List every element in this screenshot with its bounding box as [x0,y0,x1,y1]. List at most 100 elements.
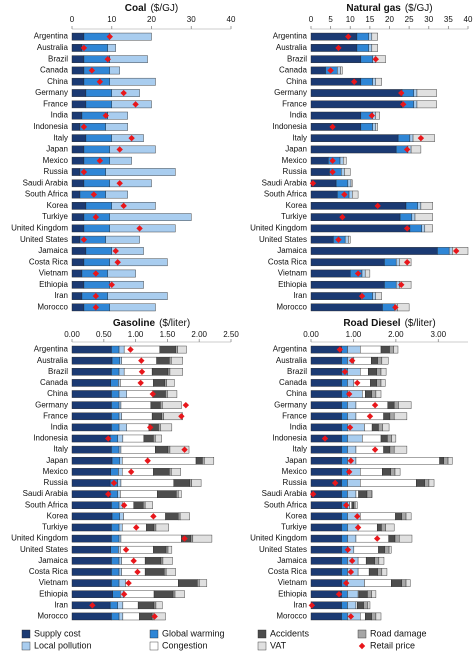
retail-price-marker [350,78,358,85]
category-label: Korea [286,201,308,210]
category-label: Morocco [276,302,307,311]
bar-segment [344,168,351,176]
bar-segment [384,545,390,554]
bar-segment [165,545,169,554]
retail-price-marker [347,613,355,620]
retail-price-marker [147,424,154,431]
category-label: Morocco [276,612,307,621]
bar-segment [310,601,342,610]
x-tick-label: 0 [309,15,314,24]
bar-segment [111,368,120,376]
bar-segment [126,423,150,432]
bar-segment [375,111,380,120]
bar-segment [347,401,357,409]
bar-segment [310,457,342,465]
legend-label: Retail price [370,640,415,650]
bar-segment [337,66,341,75]
retail-price-marker [120,502,128,509]
bar-segment [71,258,85,267]
bar-segment [452,247,469,255]
retail-price-marker [329,168,336,176]
bar-segment [71,590,113,598]
category-label: China [286,77,307,86]
retail-price-marker [335,44,342,52]
retail-price-marker [105,490,112,498]
bar-segment [398,401,412,409]
bar-segment [110,379,119,387]
bar-segment [71,612,112,621]
retail-price-marker [130,557,137,565]
bar-segment [169,445,190,454]
category-label: China [47,77,68,86]
bar-segment [71,247,87,255]
bar-segment [160,423,173,432]
category-label: Russia [44,167,69,176]
bar-segment [364,579,392,587]
category-label: Brazil [287,367,307,376]
bar-segment [372,292,376,300]
retail-price-marker [339,213,346,221]
bar-segment [347,345,361,354]
bar-segment [416,89,437,97]
bar-segment [71,123,81,131]
bar-segment [341,434,348,443]
bar-segment [166,379,175,387]
x-tick-label: 20 [147,15,156,24]
category-label: Germany [274,88,307,97]
bar-segment [347,368,361,376]
retail-price-marker [128,134,135,142]
bar-segment [71,501,112,509]
bar-segment [360,368,369,376]
retail-price-marker [92,270,100,277]
category-label: Saudi Arabia [23,178,69,187]
bar-segment [71,557,112,565]
bar-segment [71,368,112,376]
panel-title: Natural gas ($/GJ) [346,3,432,14]
x-tick-label: 2.50 [223,330,239,339]
bar-segment [360,512,396,521]
bar-segment [360,479,417,487]
retail-price-marker [358,292,366,300]
bar-segment [109,156,132,165]
bar-segment [310,235,334,244]
x-tick-label: 2.00 [388,330,404,339]
bar-segment [118,557,122,565]
legend-symbol [257,641,267,651]
retail-price-marker [371,401,379,409]
bar-segment [341,534,348,543]
bar-segment [355,457,440,465]
retail-price-marker [138,357,145,364]
category-label: Morocco [37,302,68,311]
category-label: Morocco [37,612,68,621]
bar-segment [178,490,182,498]
bar-segment [164,568,167,576]
bar-segment [146,523,155,532]
bar-segment [118,534,122,543]
retail-price-marker [108,281,115,288]
bar-segment [416,100,437,109]
bar-segment [371,490,373,498]
legend-symbol [358,642,366,650]
retail-price-marker [150,513,157,520]
title-unit: ($/liter) [405,318,436,329]
bar-segment [310,379,342,387]
bar-segment [111,100,152,109]
bar-segment [414,213,433,221]
bar-segment [160,557,164,565]
retail-price-marker [366,413,374,420]
bar-segment [71,111,83,120]
series-group: Local pollution [105,32,192,312]
x-tick-label: 5 [328,15,333,24]
bar-segment [310,123,362,131]
bar-segment [413,100,418,109]
bar-segment [120,490,158,498]
bar-segment [144,501,153,509]
x-tick-label: 1.00 [128,330,144,339]
bar-segment [443,457,449,465]
category-label: Iran [54,600,68,609]
bar-segment [118,612,124,621]
bar-segment [380,345,390,354]
bar-segment [310,468,342,476]
bar-segment [370,379,377,387]
series-group: Retail price [308,346,381,620]
